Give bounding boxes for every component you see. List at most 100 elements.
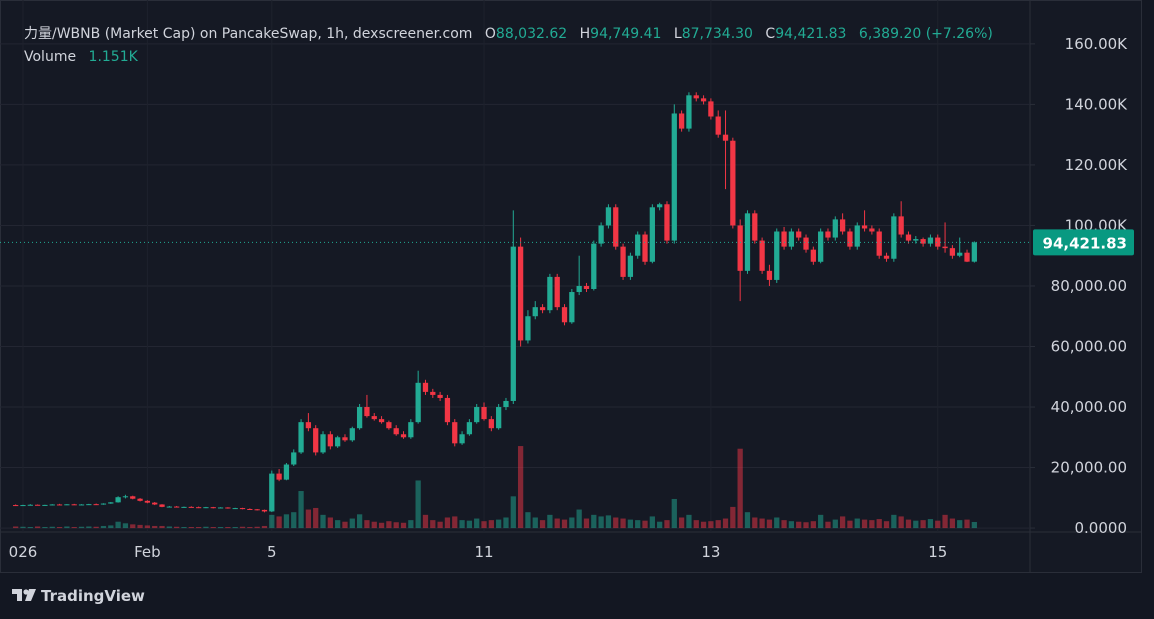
volume-bar bbox=[408, 520, 414, 529]
volume-bar bbox=[261, 525, 268, 529]
volume-bar bbox=[759, 518, 765, 529]
x-tick-label: 026 bbox=[9, 543, 38, 561]
volume-bar bbox=[386, 521, 392, 529]
high-value: 94,749.41 bbox=[590, 26, 661, 42]
candle-body bbox=[920, 239, 926, 244]
candle-body bbox=[825, 231, 831, 238]
volume-bar bbox=[115, 521, 121, 529]
volume-bar bbox=[20, 526, 26, 529]
candle-body bbox=[232, 508, 238, 510]
volume-bar bbox=[481, 521, 487, 529]
volume-bar bbox=[42, 527, 48, 529]
volume-bar bbox=[152, 525, 158, 529]
volume-bar bbox=[964, 519, 970, 529]
volume-bar bbox=[159, 525, 165, 529]
candle-body bbox=[452, 422, 458, 444]
candle-body bbox=[49, 504, 55, 506]
candle-body bbox=[298, 422, 304, 453]
volume-bar bbox=[371, 521, 377, 529]
volume-bar bbox=[920, 520, 926, 529]
candle-body bbox=[708, 101, 714, 117]
candle-body bbox=[700, 98, 707, 102]
candle-body bbox=[283, 464, 290, 480]
candle-body bbox=[254, 509, 260, 511]
candle-body bbox=[583, 285, 590, 289]
candle-body bbox=[349, 428, 355, 441]
candle-body bbox=[547, 276, 553, 311]
candle-body bbox=[839, 219, 846, 232]
candle-body bbox=[371, 416, 377, 420]
volume-bar bbox=[671, 498, 677, 529]
volume-bar bbox=[700, 521, 707, 529]
candle-body bbox=[488, 419, 494, 429]
volume-bar bbox=[825, 521, 831, 529]
candle-body bbox=[313, 428, 319, 453]
candle-body bbox=[942, 246, 948, 249]
low-value: 87,734.30 bbox=[682, 26, 753, 42]
candle-body bbox=[693, 95, 699, 99]
volume-bar bbox=[730, 506, 736, 529]
volume-bar bbox=[56, 527, 63, 529]
volume-bar bbox=[591, 514, 597, 529]
candle-body bbox=[949, 248, 956, 256]
volume-bar bbox=[620, 518, 626, 529]
y-tick-label: 60,000.00 bbox=[1051, 337, 1127, 355]
volume-bar bbox=[130, 524, 136, 529]
volume-bar bbox=[576, 509, 582, 529]
candle-body bbox=[13, 505, 19, 507]
candle-body bbox=[474, 407, 480, 423]
candle-body bbox=[796, 231, 802, 238]
candle-body bbox=[130, 496, 136, 499]
y-tick-label: 80,000.00 bbox=[1051, 277, 1127, 295]
chart-panel bbox=[0, 0, 1142, 573]
volume-bar bbox=[283, 514, 290, 529]
candle-body bbox=[605, 207, 612, 226]
volume-bar bbox=[93, 526, 99, 529]
candle-body bbox=[737, 225, 743, 271]
candle-body bbox=[561, 307, 568, 323]
y-tick-label: 120.00K bbox=[1065, 156, 1128, 174]
candle-body bbox=[883, 255, 890, 259]
volume-bar bbox=[532, 517, 538, 529]
volume-bar bbox=[627, 519, 634, 529]
candle-body bbox=[905, 234, 912, 241]
volume-bar bbox=[78, 526, 85, 529]
volume-bar bbox=[942, 514, 948, 529]
volume-bar bbox=[861, 519, 868, 529]
change-value: 6,389.20 (+7.26%) bbox=[859, 26, 993, 42]
volume-bar bbox=[883, 521, 890, 529]
candle-body bbox=[891, 216, 897, 259]
candles bbox=[13, 92, 977, 513]
volume-bar bbox=[635, 520, 641, 529]
volume-bar bbox=[71, 527, 77, 529]
candle-body bbox=[774, 231, 780, 280]
candle-body bbox=[869, 228, 875, 232]
candle-body bbox=[730, 140, 736, 226]
candle-body bbox=[86, 504, 92, 506]
candle-body bbox=[715, 116, 721, 135]
candle-body bbox=[569, 292, 575, 323]
candle-body bbox=[517, 246, 524, 341]
volume-bar bbox=[547, 514, 553, 529]
volume-bar bbox=[291, 512, 297, 529]
volume-bar bbox=[276, 516, 282, 529]
chart-title: 力量/WBNB (Market Cap) on PancakeSwap, 1h,… bbox=[24, 26, 472, 42]
close-value: 94,421.83 bbox=[775, 26, 846, 42]
y-tick-label: 0.0000 bbox=[1075, 519, 1128, 537]
candle-body bbox=[64, 504, 70, 506]
volume-bar bbox=[269, 514, 275, 529]
volume-bar bbox=[195, 527, 202, 529]
volume-bar bbox=[342, 521, 348, 529]
candle-body bbox=[159, 504, 165, 507]
volume-bar bbox=[583, 518, 590, 529]
volume-bar bbox=[569, 517, 575, 529]
candle-body bbox=[276, 473, 282, 480]
volume-bar bbox=[715, 520, 721, 529]
candle-body bbox=[34, 504, 41, 506]
candle-body bbox=[100, 503, 107, 505]
close-tag: C bbox=[765, 26, 775, 42]
tradingview-logo: TradingView bbox=[12, 587, 145, 605]
volume-bar bbox=[605, 515, 612, 529]
